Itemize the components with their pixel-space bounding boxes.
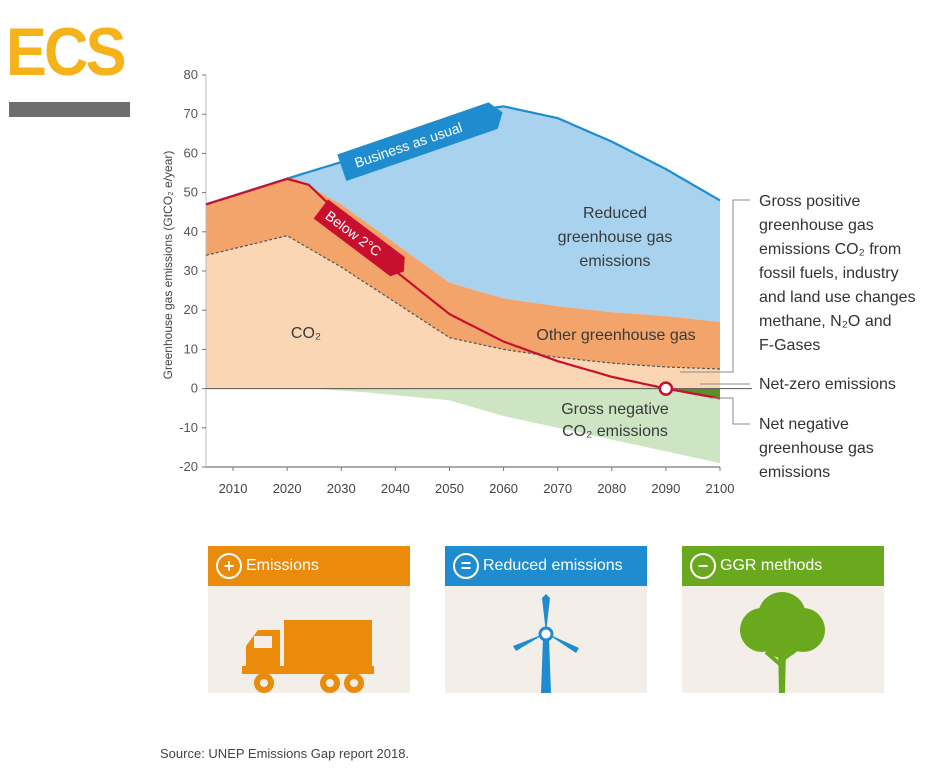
reduced-ghg-label-3: emissions xyxy=(579,253,650,270)
below-2c-line xyxy=(205,177,721,400)
x-tick-label: 2020 xyxy=(273,481,302,496)
gross-positive-line-7: F-Gases xyxy=(759,337,821,354)
bau-banner-shape xyxy=(337,102,503,182)
truck-icon xyxy=(242,620,374,693)
wind-turbine-icon xyxy=(513,594,579,693)
ecs-logo: ECS xyxy=(6,14,126,90)
x-tick-label: 2100 xyxy=(706,481,735,496)
reduced-emissions-card: = Reduced emissions xyxy=(445,546,647,693)
gross-positive-line-1: Gross positive xyxy=(759,193,861,210)
y-tick-label: 80 xyxy=(184,67,198,82)
emissions-card-label: Emissions xyxy=(246,557,319,574)
gross-positive-leader xyxy=(680,199,750,373)
logo-bar xyxy=(9,102,130,117)
y-tick-label: 30 xyxy=(184,263,198,278)
gross-positive-line-2: greenhouse gas xyxy=(759,217,874,234)
x-tick-label: 2070 xyxy=(543,481,572,496)
gross-negative-area xyxy=(314,388,720,464)
net-zero-annotation: Net-zero emissions xyxy=(759,376,896,393)
gross-negative-label-2: CO₂ emissions xyxy=(562,423,668,440)
tree-icon xyxy=(740,592,825,693)
y-tick-label: 50 xyxy=(184,185,198,200)
x-tick-label: 2040 xyxy=(381,481,410,496)
minus-icon: − xyxy=(690,553,716,579)
y-tick-label: 10 xyxy=(184,341,198,356)
y-tick-label: -10 xyxy=(179,420,198,435)
x-tick-label: 2030 xyxy=(327,481,356,496)
ggr-methods-card-header: − GGR methods xyxy=(682,546,884,586)
gross-positive-line-5: and land use changes xyxy=(759,289,916,306)
net-negative-annotation: Net negative greenhouse gas emissions xyxy=(759,413,874,485)
y-axis-label: Greenhouse gas emissions (GtCO₂ e/year) xyxy=(161,151,175,380)
y-tick-label: 20 xyxy=(184,302,198,317)
x-tick-label: 2010 xyxy=(219,481,248,496)
gross-positive-line-3: emissions CO₂ from xyxy=(759,241,902,258)
reduced-ghg-area xyxy=(206,106,720,323)
y-tick-label: -20 xyxy=(179,459,198,474)
gross-negative-label-1: Gross negative xyxy=(561,401,669,418)
net-negative-line-2: greenhouse gas xyxy=(759,440,874,457)
emissions-card-header: + Emissions xyxy=(208,546,410,586)
reduced-ghg-label-2: greenhouse gas xyxy=(558,229,673,246)
plus-icon: + xyxy=(216,553,242,579)
net-negative-line-3: emissions xyxy=(759,464,831,481)
co2-boundary-line xyxy=(205,235,721,370)
ggr-methods-card-label: GGR methods xyxy=(720,557,823,574)
co2-area xyxy=(206,235,720,389)
other-ghg-label: Other greenhouse gas xyxy=(536,327,695,344)
gross-positive-line-4: fossil fuels, industry xyxy=(759,265,899,282)
net-negative-line-1: Net negative xyxy=(759,416,849,433)
reduced-emissions-card-header: = Reduced emissions xyxy=(445,546,647,586)
x-tick-label: 2050 xyxy=(435,481,464,496)
emissions-card: + Emissions xyxy=(208,546,410,693)
below-2c-banner-shape xyxy=(313,199,405,277)
y-tick-label: 0 xyxy=(191,381,198,396)
net-negative-leader xyxy=(710,397,750,425)
y-tick-label: 60 xyxy=(184,145,198,160)
source-note: Source: UNEP Emissions Gap report 2018. xyxy=(160,746,410,761)
gross-positive-line-6: methane, N₂O and xyxy=(759,313,892,330)
x-tick-label: 2080 xyxy=(597,481,626,496)
equals-icon: = xyxy=(453,553,479,579)
gross-positive-annotation: Gross positive greenhouse gas emissions … xyxy=(759,190,916,358)
co2-label: CO₂ xyxy=(291,325,321,342)
x-tick-label: 2090 xyxy=(651,481,680,496)
net-zero-marker xyxy=(658,381,674,396)
ggr-methods-card: − GGR methods xyxy=(682,546,884,693)
y-tick-label: 40 xyxy=(184,224,198,239)
x-tick-label: 2060 xyxy=(489,481,518,496)
y-tick-label: 70 xyxy=(184,106,198,121)
reduced-ghg-label-1: Reduced xyxy=(583,205,647,222)
reduced-emissions-card-label: Reduced emissions xyxy=(483,557,623,574)
